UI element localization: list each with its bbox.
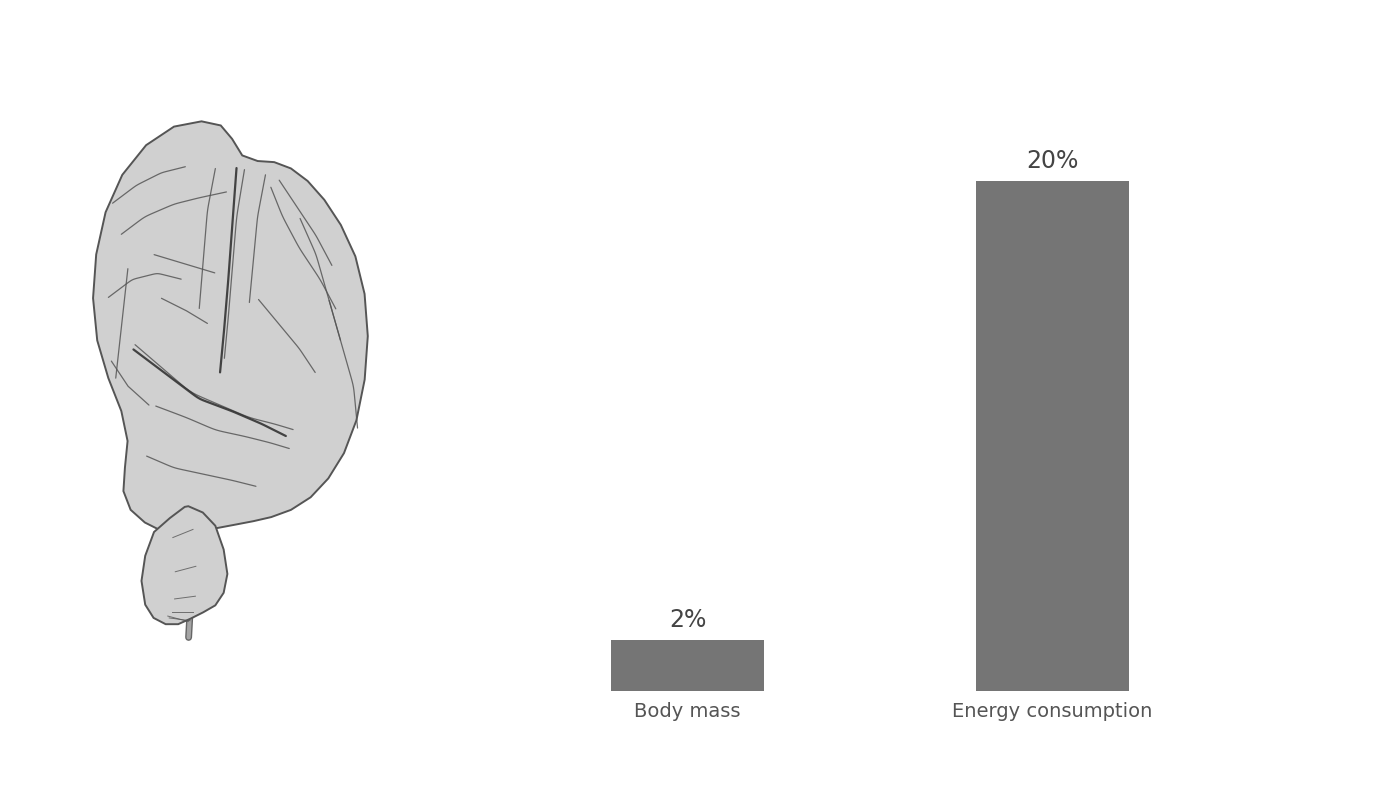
Bar bbox=[611, 640, 764, 691]
Text: 2%: 2% bbox=[670, 608, 706, 632]
Bar bbox=[976, 181, 1129, 691]
Text: 20%: 20% bbox=[1026, 149, 1079, 173]
Polygon shape bbox=[93, 122, 367, 535]
Polygon shape bbox=[142, 506, 227, 624]
